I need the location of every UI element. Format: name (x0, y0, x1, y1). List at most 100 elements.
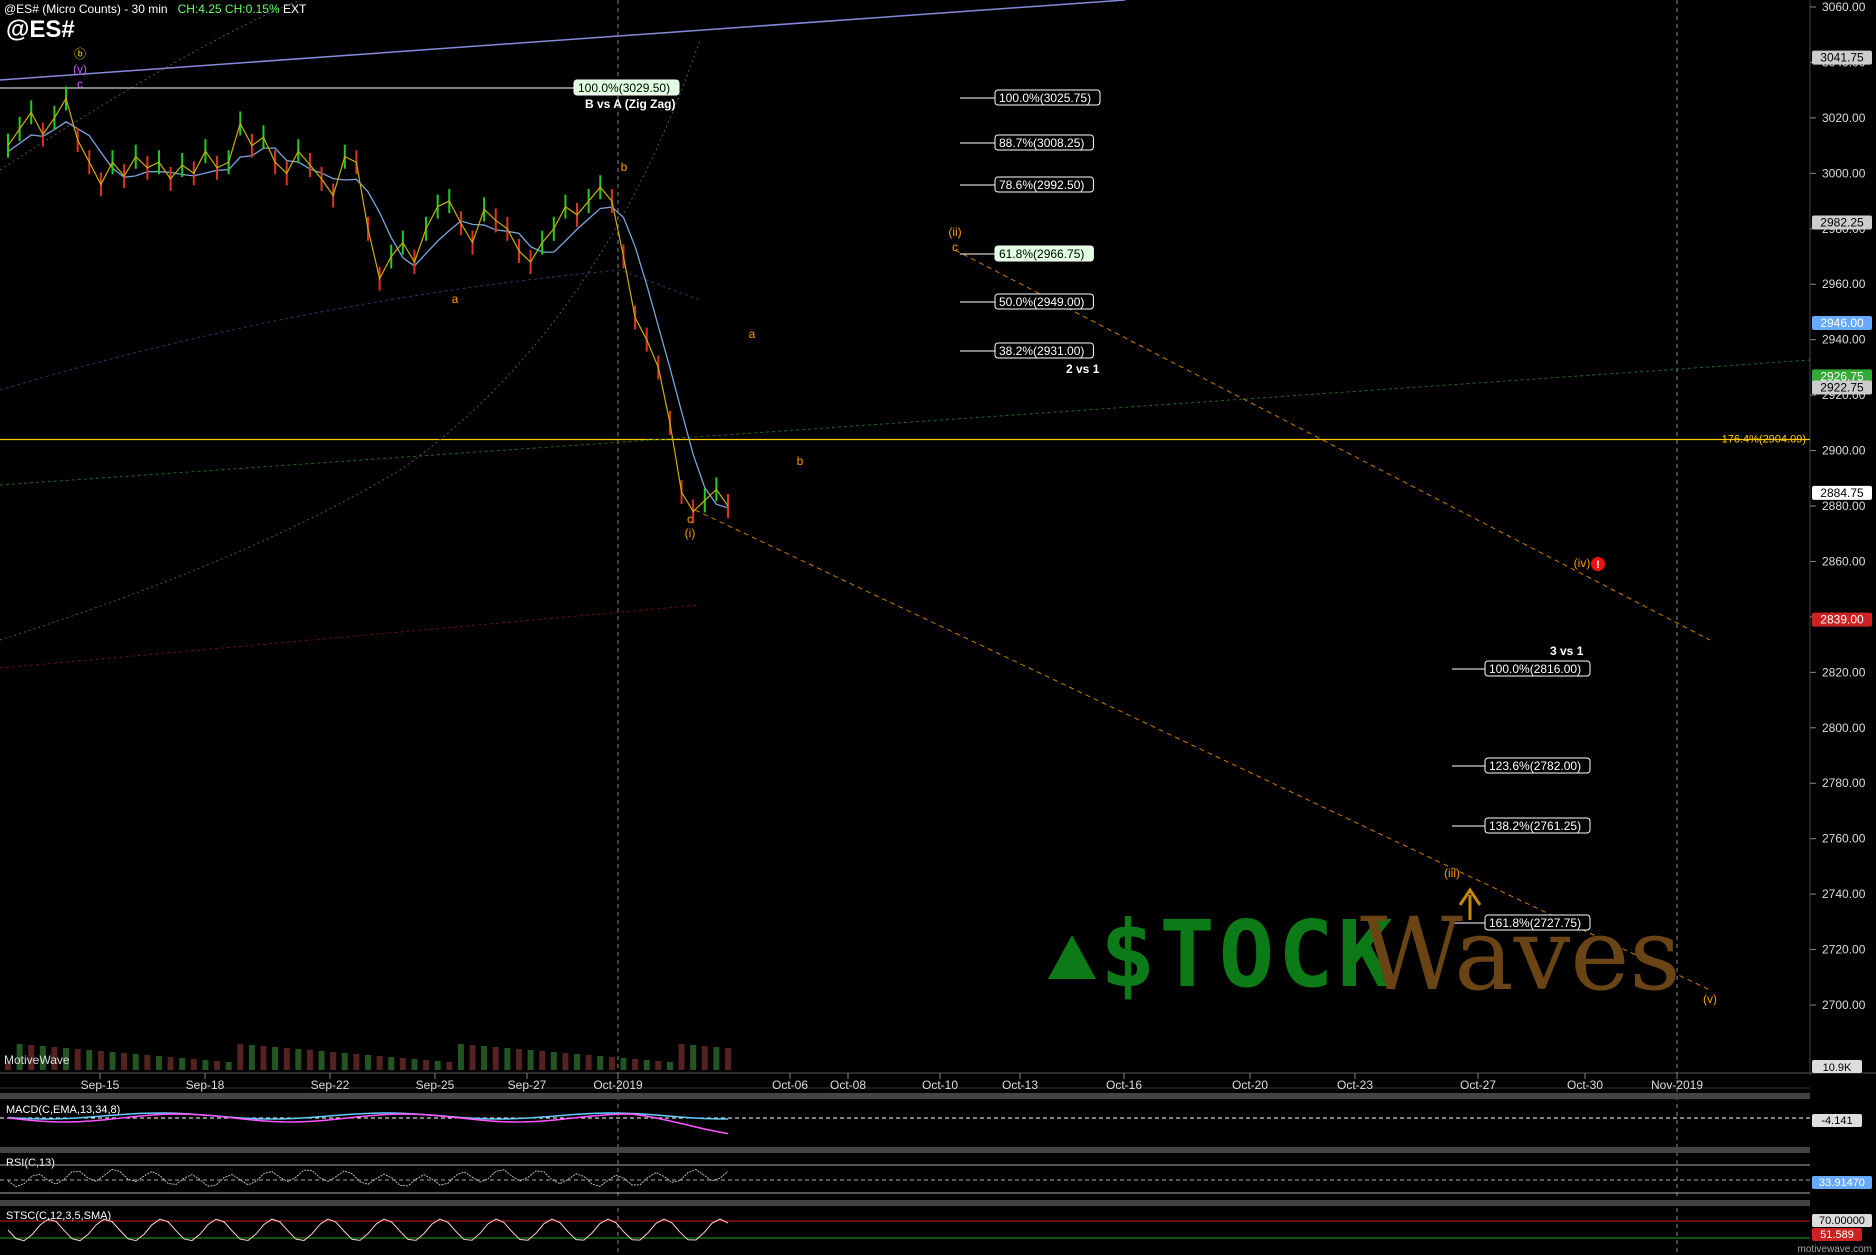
price-axis-bg (1810, 0, 1876, 1255)
volume-bar (481, 1046, 488, 1070)
fib-box (994, 245, 1094, 262)
volume-bar (643, 1060, 650, 1070)
y-tick-label: 3000.00 (1822, 166, 1866, 180)
volume-bar (341, 1053, 348, 1070)
x-tick-label: Nov-2019 (1651, 1078, 1703, 1092)
x-tick-label: Oct-06 (772, 1078, 808, 1092)
y-tick-label: 2780.00 (1822, 776, 1866, 790)
fib-label: 100.0%(3029.50) (578, 81, 670, 95)
volume-bar (63, 1048, 70, 1070)
x-tick-label: Oct-13 (1002, 1078, 1038, 1092)
y-tick-label: 2900.00 (1822, 444, 1866, 458)
volume-bar (318, 1051, 325, 1070)
volume-bar (469, 1045, 476, 1070)
x-tick-label: Oct-20 (1232, 1078, 1268, 1092)
volume-bar (97, 1051, 104, 1070)
wave-label: (ii) (948, 225, 961, 239)
dotted-ma-3 (0, 0, 301, 171)
volume-bar (248, 1045, 255, 1070)
macd-signal-line (7, 1112, 729, 1120)
x-tick-label: Sep-18 (186, 1078, 225, 1092)
volume-tag-label: 10.9K (1823, 1062, 1852, 1074)
price-tag (1812, 485, 1872, 500)
y-tick-label: 2940.00 (1822, 333, 1866, 347)
wave-label: b (621, 160, 628, 174)
volume-bar (446, 1062, 453, 1070)
y-tick-label: 2760.00 (1822, 832, 1866, 846)
price-tag-label: 3041.75 (1820, 51, 1864, 65)
volume-bar (121, 1053, 128, 1070)
x-tick-label: Sep-22 (311, 1078, 350, 1092)
volume-bar (109, 1052, 116, 1070)
volume-bar (272, 1047, 279, 1070)
logo-waves-text: Waves (1360, 896, 1681, 1013)
x-tick-label: Oct-2019 (593, 1078, 643, 1092)
volume-bar (655, 1061, 662, 1070)
fib-label: 100.0%(2816.00) (1489, 662, 1581, 676)
price-tag-label: 2926.75 (1820, 369, 1864, 383)
logo-triangle-icon (1048, 935, 1096, 979)
symbol-line: @ES# (Micro Counts) - 30 min (4, 2, 168, 16)
fib-box (1484, 817, 1591, 834)
volume-bar (237, 1044, 244, 1070)
price-line (7, 96, 729, 513)
volume-bar (39, 1046, 46, 1070)
price-tag-label: 2982.25 (1820, 216, 1864, 230)
fib-label: 100.0%(3025.75) (999, 91, 1091, 105)
price-tag-label: 2946.00 (1820, 316, 1864, 330)
dotted-ma-2 (0, 39, 701, 641)
rsi-title: RSI(C,13) (6, 1157, 55, 1169)
motivewave-label: MotiveWave (4, 1053, 70, 1067)
fib-label: 38.2%(2931.00) (999, 344, 1084, 358)
green-dotted-line (0, 359, 1811, 486)
macd-value: -4.141 (1821, 1115, 1852, 1127)
wave-label: (iii) (1444, 866, 1460, 880)
volume-bar (632, 1059, 639, 1070)
watermark: motivewave.com (1797, 1244, 1872, 1255)
volume-bar (28, 1045, 35, 1070)
y-tick-label: 2800.00 (1822, 721, 1866, 735)
x-tick-label: Oct-10 (922, 1078, 958, 1092)
volume-bar (562, 1053, 569, 1070)
big-symbol: @ES# (6, 16, 75, 43)
fib-title: 3 vs 1 (1550, 644, 1584, 658)
chart-header: @ES# (Micro Counts) - 30 min CH:4.25 CH:… (4, 2, 306, 16)
price-tag (1812, 316, 1872, 331)
volume-bar (492, 1047, 499, 1070)
stsc-tag-2 (1812, 1228, 1862, 1241)
fib-label: 50.0%(2949.00) (999, 295, 1084, 309)
wave-label: (i) (685, 526, 696, 540)
volume-bar (16, 1044, 23, 1070)
fib-box (994, 89, 1101, 106)
volume-bar (713, 1047, 720, 1070)
volume-bar (539, 1051, 546, 1070)
dotted-ma-1 (0, 269, 701, 391)
wave-label: a (452, 292, 459, 306)
volume-bar (434, 1061, 441, 1070)
volume-bar (608, 1057, 615, 1070)
y-tick-label: 2860.00 (1822, 554, 1866, 568)
x-tick-label: Oct-23 (1337, 1078, 1373, 1092)
volume-bar (86, 1050, 93, 1070)
price-tag-label: 2839.00 (1820, 613, 1864, 627)
extension-label: 176.4%(2904.09) (1722, 433, 1806, 445)
volume-bar (306, 1050, 313, 1070)
rsi-value: 33.91470 (1819, 1177, 1865, 1189)
wave-label: (v) (73, 62, 87, 76)
wave-label: ⓑ (74, 47, 86, 61)
volume-bar (550, 1052, 557, 1070)
volume-bar (690, 1045, 697, 1070)
volume-bar (51, 1047, 58, 1070)
wave-label: (iv) (1574, 556, 1591, 570)
fib-label: 123.6%(2782.00) (1489, 759, 1581, 773)
price-tag-label: 2884.75 (1820, 486, 1864, 500)
volume-bar (225, 1062, 232, 1070)
stsc-tag-1 (1812, 1214, 1872, 1227)
channel-lower (694, 509, 1711, 991)
y-tick-label: 2720.00 (1822, 943, 1866, 957)
volume-bar (155, 1056, 162, 1070)
volume-bar (597, 1056, 604, 1070)
rsi-series (7, 1168, 729, 1188)
x-tick-label: Sep-27 (508, 1078, 547, 1092)
